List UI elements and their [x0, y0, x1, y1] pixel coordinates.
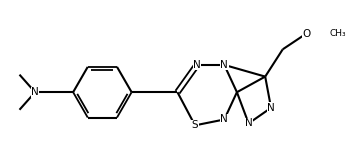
Text: CH₃: CH₃	[330, 29, 346, 38]
Text: N: N	[220, 60, 228, 70]
Text: N: N	[220, 114, 228, 124]
Text: N: N	[267, 103, 275, 113]
Text: O: O	[302, 29, 310, 39]
Text: N: N	[193, 60, 201, 70]
Text: S: S	[192, 120, 198, 130]
Text: N: N	[31, 87, 39, 97]
Text: N: N	[245, 118, 252, 128]
